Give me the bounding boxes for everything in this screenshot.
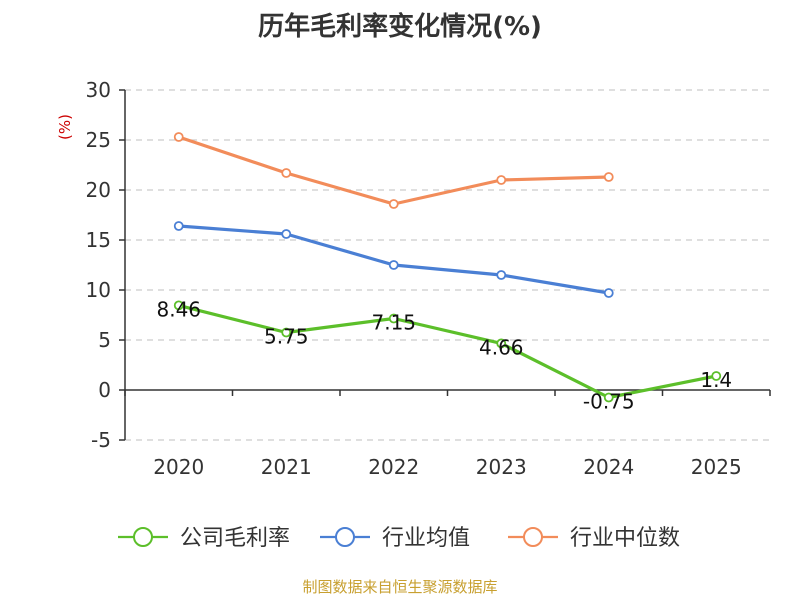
x-tick-label: 2020 bbox=[153, 455, 204, 479]
data-point bbox=[173, 300, 184, 311]
series-line bbox=[178, 135, 609, 206]
data-labels: 8.46 5.75 7.15 4.66 -0.75 1.4 bbox=[156, 297, 732, 413]
legend-label: 行业中位数 bbox=[570, 526, 680, 551]
data-label: 8.46 bbox=[156, 297, 201, 321]
x-tick-label: 2022 bbox=[368, 455, 419, 479]
data-label: 1.4 bbox=[700, 368, 732, 392]
data-point bbox=[496, 338, 507, 349]
y-tick-label: -5 bbox=[91, 428, 111, 452]
x-tick-label: 2023 bbox=[476, 455, 527, 479]
legend: 公司毛利率 行业均值 行业中位数 bbox=[118, 526, 680, 551]
data-point bbox=[281, 229, 292, 239]
data-label: 4.66 bbox=[479, 335, 524, 359]
legend-marker bbox=[133, 527, 153, 547]
y-tick-label: 10 bbox=[86, 278, 111, 302]
data-point bbox=[603, 172, 614, 182]
data-label: 5.75 bbox=[264, 325, 309, 349]
data-label: 7.15 bbox=[371, 311, 416, 335]
data-point bbox=[281, 327, 292, 338]
x-tick-label: 2025 bbox=[691, 455, 742, 479]
x-tick-label: 2021 bbox=[261, 455, 312, 479]
chart-title: 历年毛利率变化情况(%) bbox=[258, 11, 542, 42]
data-label: -0.75 bbox=[583, 390, 635, 414]
y-tick-label: 5 bbox=[98, 328, 111, 352]
x-tick-label: 2024 bbox=[583, 455, 634, 479]
data-point bbox=[173, 221, 184, 231]
data-point bbox=[496, 270, 507, 280]
series-lines bbox=[173, 132, 722, 403]
series-line bbox=[178, 224, 610, 295]
data-point bbox=[388, 313, 399, 324]
data-point bbox=[388, 260, 399, 270]
data-point bbox=[388, 199, 399, 209]
grid-lines bbox=[125, 89, 770, 441]
data-point bbox=[173, 132, 184, 142]
y-tick-label: 0 bbox=[98, 378, 111, 402]
legend-marker bbox=[523, 527, 543, 547]
y-tick-label: 30 bbox=[86, 78, 111, 102]
y-axis-unit-label: (%) bbox=[56, 114, 74, 140]
data-point bbox=[603, 392, 614, 403]
data-point bbox=[603, 288, 614, 298]
y-tick-label: 25 bbox=[86, 128, 111, 152]
series-line bbox=[178, 303, 717, 400]
y-tick-label: 15 bbox=[86, 228, 111, 252]
data-point bbox=[281, 168, 292, 178]
data-point bbox=[496, 175, 507, 185]
legend-label: 行业均值 bbox=[382, 526, 470, 551]
legend-label: 公司毛利率 bbox=[180, 526, 290, 551]
y-tick-label: 20 bbox=[86, 178, 111, 202]
source-note: 制图数据来自恒生聚源数据库 bbox=[302, 578, 497, 596]
legend-marker bbox=[335, 527, 355, 547]
data-point bbox=[711, 371, 722, 381]
